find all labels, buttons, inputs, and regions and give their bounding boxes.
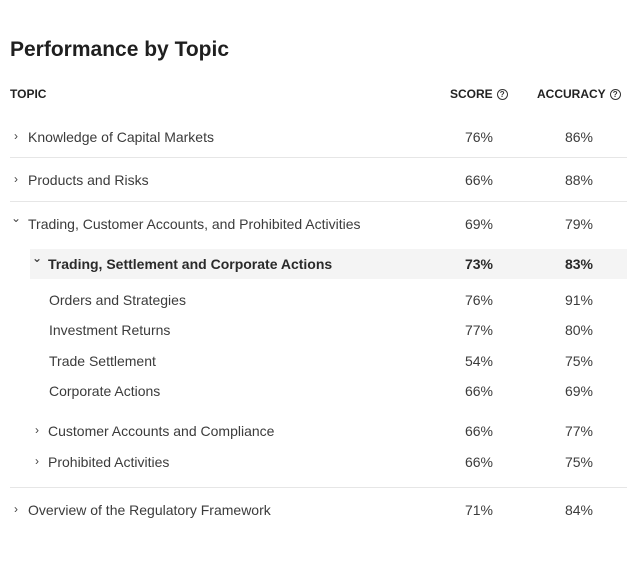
leaf-score: 76% <box>464 292 494 308</box>
accuracy-column-header: ACCURACY ? <box>537 87 621 101</box>
leaf-score: 66% <box>464 383 494 399</box>
subtopic-score: 66% <box>464 423 494 439</box>
subtopic-label: Trading, Settlement and Corporate Action… <box>48 256 333 272</box>
score-column-label: SCORE <box>450 87 493 101</box>
topic-label: Knowledge of Capital Markets <box>28 129 214 145</box>
chevron-right-icon[interactable]: › <box>35 423 39 437</box>
subtopic-accuracy: 83% <box>564 256 594 272</box>
subtopic-accuracy: 77% <box>564 423 594 439</box>
topic-accuracy: 86% <box>564 129 594 145</box>
chevron-right-icon[interactable]: › <box>14 172 18 186</box>
chevron-down-icon[interactable]: ⌄ <box>10 211 22 225</box>
topic-label: Products and Risks <box>28 172 149 188</box>
table-header: TOPIC SCORE ? ACCURACY ? <box>10 87 627 105</box>
leaf-accuracy: 80% <box>564 322 594 338</box>
row-divider <box>10 487 627 488</box>
score-help-icon[interactable]: ? <box>496 88 508 100</box>
subtopic-highlight <box>30 249 627 279</box>
leaf-label: Orders and Strategies <box>49 292 186 308</box>
leaf-accuracy: 69% <box>564 383 594 399</box>
subtopic-accuracy: 75% <box>564 454 594 470</box>
leaf-label: Investment Returns <box>49 322 171 338</box>
topic-accuracy: 79% <box>564 216 594 232</box>
leaf-label: Trade Settlement <box>49 353 156 369</box>
topic-score: 71% <box>464 502 494 518</box>
subtopic-score: 73% <box>464 256 494 272</box>
topic-column-header: TOPIC <box>10 87 47 101</box>
row-divider <box>10 201 627 202</box>
topic-label: Trading, Customer Accounts, and Prohibit… <box>28 216 361 232</box>
leaf-accuracy: 75% <box>564 353 594 369</box>
subtopic-label: Prohibited Activities <box>48 454 170 470</box>
topic-accuracy: 88% <box>564 172 594 188</box>
topic-accuracy: 84% <box>564 502 594 518</box>
topic-score: 76% <box>464 129 494 145</box>
row-divider <box>10 157 627 158</box>
subtopic-label: Customer Accounts and Compliance <box>48 423 275 439</box>
chevron-right-icon[interactable]: › <box>35 454 39 468</box>
page-title: Performance by Topic <box>10 38 230 61</box>
accuracy-column-label: ACCURACY <box>537 87 606 101</box>
subtopic-score: 66% <box>464 454 494 470</box>
chevron-right-icon[interactable]: › <box>14 129 18 143</box>
topic-score: 69% <box>464 216 494 232</box>
topic-score: 66% <box>464 172 494 188</box>
leaf-score: 77% <box>464 322 494 338</box>
accuracy-help-icon[interactable]: ? <box>609 88 621 100</box>
chevron-down-icon[interactable]: ⌄ <box>31 251 43 265</box>
score-column-header: SCORE ? <box>450 87 508 101</box>
leaf-accuracy: 91% <box>564 292 594 308</box>
chevron-right-icon[interactable]: › <box>14 502 18 516</box>
leaf-label: Corporate Actions <box>49 383 161 399</box>
topic-label: Overview of the Regulatory Framework <box>28 502 271 518</box>
leaf-score: 54% <box>464 353 494 369</box>
